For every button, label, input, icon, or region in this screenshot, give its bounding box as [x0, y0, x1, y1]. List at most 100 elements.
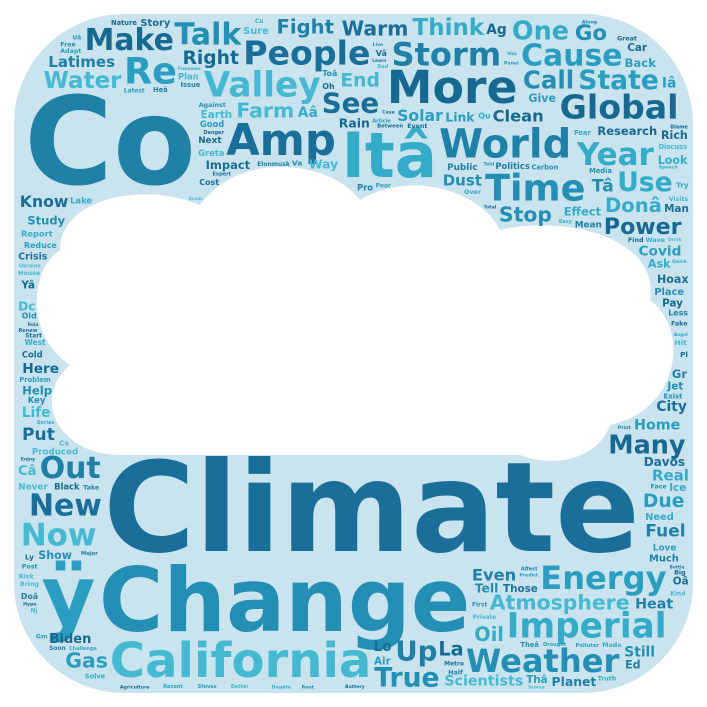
cloud-word: Solar — [397, 106, 443, 125]
cloud-word: Angol — [674, 332, 689, 338]
cloud-word: Air — [374, 656, 392, 668]
cloud-word: Ukraine — [19, 264, 41, 270]
cloud-word: Research — [597, 124, 657, 138]
cloud-word: Black — [54, 482, 80, 492]
cloud-word: Stop — [499, 203, 552, 227]
cloud-word: Effect — [564, 205, 602, 219]
cloud-word: Many — [608, 431, 686, 461]
cloud-word: Foxnews — [178, 66, 201, 72]
cloud-word: Find — [628, 237, 643, 244]
cloud-word: Renew — [19, 328, 38, 334]
cloud-word: Old — [22, 311, 37, 320]
cloud-word: Ly — [25, 552, 34, 561]
cloud-word: Made — [602, 642, 621, 649]
cloud-word: Still — [624, 645, 655, 661]
cloud-word: Need — [645, 512, 674, 523]
cloud-word: Crisis — [18, 252, 48, 263]
cloud-word: City — [656, 399, 686, 415]
cloud-word: Soon — [49, 646, 66, 652]
cloud-word: Vax — [507, 51, 517, 57]
cloud-word: World — [439, 121, 571, 167]
cloud-word: Clean — [493, 107, 544, 126]
cloud-word: Oâ — [673, 575, 689, 587]
cloud-word: Learn — [372, 58, 386, 64]
cloud-word: Exist — [664, 392, 684, 400]
cloud-word: Rola — [28, 322, 39, 328]
cloud-word: Warm — [342, 16, 409, 40]
cloud-word: Know — [20, 192, 69, 211]
cloud-word: Scientists — [444, 674, 523, 690]
cloud-word: California — [110, 633, 372, 689]
cloud-word: Problem — [19, 376, 50, 384]
cloud-word: Donâ — [605, 194, 662, 217]
cloud-word: Great — [617, 35, 637, 42]
cloud-word: Next — [198, 136, 222, 146]
cloud-word: Man — [664, 203, 689, 215]
cloud-word: Lake — [70, 195, 92, 205]
cloud-word: Hoax — [657, 273, 689, 286]
cloud-shape — [36, 166, 674, 461]
cloud-word: Way — [309, 156, 338, 171]
cloud-word: Up — [395, 635, 437, 668]
cloud-word: Fight — [277, 15, 334, 38]
cloud-word: Earth — [201, 109, 233, 121]
cloud-word: Free — [60, 42, 76, 49]
cloud-word: Challenge — [69, 646, 98, 652]
cloud-word: Link — [445, 109, 475, 124]
cloud-word: Cold — [22, 350, 43, 360]
cloud-word: Series — [37, 420, 55, 426]
cloud-word: Politics — [495, 161, 529, 171]
cloud-word: Imperial — [507, 607, 667, 647]
cloud-word: Nature — [111, 19, 137, 27]
cloud-word: Covid — [639, 244, 682, 260]
cloud-word: State — [578, 65, 659, 96]
cloud-word: Scores — [528, 685, 545, 691]
cloud-word: Affect — [521, 566, 538, 572]
cloud-word: Tell — [475, 581, 499, 596]
cloud-word: Bring — [20, 581, 39, 588]
cloud-word: Article — [372, 119, 391, 125]
cloud-word: Make — [85, 23, 174, 58]
cloud-word: Re — [124, 49, 177, 92]
cloud-word: End — [340, 70, 379, 91]
cloud-word: Amp — [226, 116, 336, 166]
cloud-word: People — [243, 34, 370, 73]
cloud-word: West — [25, 338, 47, 347]
cloud-word: Uâ — [73, 34, 82, 41]
cloud-word: Câ — [18, 464, 36, 479]
cloud-word: Global — [560, 88, 679, 127]
cloud-word: Drink — [668, 237, 681, 243]
cloud-word: Co — [24, 72, 196, 213]
cloud-word: Thâ — [526, 674, 548, 686]
cloud-word: Real — [652, 467, 689, 485]
cloud-word: Rain — [339, 116, 370, 131]
cloud-word: New — [29, 489, 102, 524]
cloud-word: Never — [18, 483, 48, 493]
cloud-word: Blame — [670, 125, 688, 131]
cloud-word: Back — [625, 56, 657, 70]
cloud-word: Love — [653, 544, 677, 554]
cloud-word: Panel — [504, 61, 519, 67]
cloud-word: Lo — [373, 639, 391, 655]
cloud-word: Cu — [255, 19, 264, 25]
cloud-word: Elonmusk — [257, 161, 291, 168]
cloud-word: Good — [200, 119, 224, 129]
cloud-word: Private — [473, 615, 496, 621]
cloud-word: Battery — [345, 684, 365, 690]
cloud-word: Energy — [540, 559, 666, 597]
cloud-word: Give — [528, 92, 556, 105]
cloud-word: Latest — [124, 89, 145, 95]
cloud-word: Right — [183, 48, 239, 69]
cloud-word: ÿ — [42, 547, 96, 644]
cloud-word: Ice — [669, 482, 686, 494]
cloud-word: Carbon — [532, 164, 559, 172]
cloud-word: Place — [654, 287, 684, 298]
cloud-word: Expert — [213, 172, 232, 178]
cloud-word: House — [18, 270, 40, 277]
cloud-word: Pl — [680, 350, 688, 359]
cloud-word: Reduce — [24, 241, 57, 250]
cloud-word: Big — [674, 570, 685, 577]
cloud-word: Try — [676, 181, 689, 190]
cloud-word: Climate — [103, 436, 640, 581]
cloud-word: Toâ — [322, 69, 337, 78]
